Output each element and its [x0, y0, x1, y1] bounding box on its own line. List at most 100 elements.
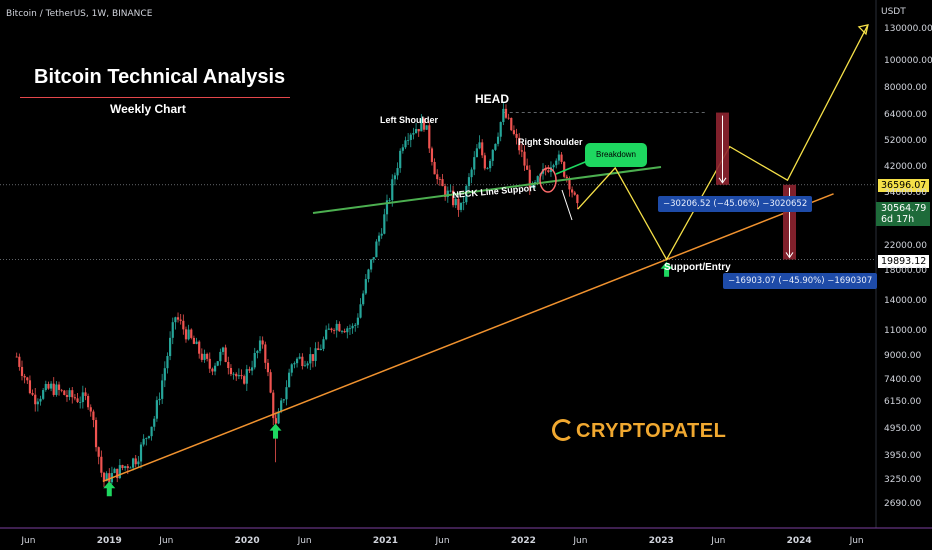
- candle-body: [449, 190, 452, 192]
- neck-line: [312, 166, 662, 214]
- candle-body: [354, 324, 357, 326]
- candle-body: [528, 169, 531, 188]
- candle-body: [73, 397, 76, 399]
- candle-body: [258, 340, 262, 351]
- candle-body: [39, 398, 42, 402]
- candle-body: [224, 347, 227, 362]
- candle-body: [20, 366, 24, 376]
- candle-body: [496, 136, 500, 144]
- candle-body: [531, 183, 534, 188]
- candle-body: [433, 161, 436, 175]
- entry-arrow-icon: [660, 261, 673, 277]
- candle-body: [145, 438, 148, 439]
- candle-body: [573, 192, 576, 195]
- candle-body: [208, 358, 211, 369]
- candle-body: [240, 375, 243, 377]
- candle-body: [269, 372, 272, 393]
- breakdown-circle: [539, 167, 557, 193]
- candle-body: [243, 376, 246, 384]
- candle-body: [139, 444, 143, 462]
- price-tick-label: 14000.00: [884, 296, 927, 307]
- candle-body: [319, 348, 322, 350]
- candle-body: [356, 317, 359, 325]
- candle-body: [155, 400, 158, 419]
- candle-body: [507, 117, 510, 119]
- candle-body: [396, 168, 399, 176]
- measure-label-second: −16903.07 (−45.90%) −1690307: [723, 273, 878, 289]
- candle-body: [87, 395, 90, 408]
- candle-body: [399, 150, 402, 169]
- candle-body: [126, 466, 129, 469]
- candle-body: [171, 322, 174, 338]
- candle-body: [523, 151, 526, 166]
- candle-body: [412, 133, 415, 135]
- time-tick-label: 2020: [234, 536, 260, 546]
- breakdown-arrow: [561, 189, 573, 221]
- candle-body: [84, 392, 87, 396]
- price-tick-label: 34000.00: [884, 187, 927, 198]
- price-tick-label: 100000.00: [884, 55, 932, 66]
- candle-body: [306, 363, 309, 366]
- candle-body: [504, 108, 508, 118]
- candle-body: [49, 383, 53, 389]
- candle-body: [158, 398, 161, 401]
- candle-body: [23, 375, 26, 378]
- price-tick-label: 11000.00: [884, 326, 927, 337]
- candle-body: [192, 337, 196, 344]
- price-tick-label: 4950.00: [884, 423, 922, 434]
- candle-body: [438, 179, 441, 180]
- candle-body: [404, 140, 407, 148]
- time-tick-label: Jun: [849, 536, 864, 546]
- time-tick-label: Jun: [573, 536, 588, 546]
- candle-body: [174, 317, 177, 323]
- left-shoulder-label: Left Shoulder: [380, 115, 438, 125]
- candle-body: [147, 436, 151, 439]
- candle-body: [18, 356, 21, 367]
- candle-body: [407, 140, 410, 141]
- price-tick-label: 42000.00: [884, 161, 927, 172]
- candle-body: [71, 390, 74, 398]
- candle-body: [346, 328, 349, 333]
- candle-body: [282, 399, 285, 401]
- candle-body: [266, 362, 270, 373]
- candle-body: [536, 176, 539, 183]
- candle-body: [179, 319, 182, 321]
- candle-body: [576, 194, 579, 204]
- candle-body: [68, 390, 71, 397]
- candle-body: [277, 411, 280, 424]
- candle-body: [383, 214, 386, 234]
- candle-body: [272, 392, 275, 419]
- candle-body: [94, 420, 98, 448]
- symbol-line: Bitcoin / TetherUS, 1W, BINANCE: [6, 9, 153, 19]
- candle-body: [150, 426, 153, 437]
- currency-label: USDT: [881, 7, 906, 17]
- candle-body: [44, 383, 47, 391]
- logo-mark-icon: [552, 419, 574, 441]
- candle-body: [375, 241, 378, 258]
- candle-body: [137, 461, 140, 465]
- candle-body: [322, 339, 325, 349]
- candle-body: [372, 257, 375, 260]
- candle-body: [454, 198, 457, 206]
- time-tick-label: Jun: [297, 536, 312, 546]
- candle-body: [494, 143, 497, 150]
- price-tick-label: 2690.00: [884, 498, 922, 509]
- candle-body: [298, 356, 301, 359]
- candle-body: [367, 269, 370, 280]
- candle-body: [332, 330, 336, 331]
- price-tick-label: 9000.00: [884, 350, 922, 361]
- candle-body: [327, 328, 330, 330]
- candle-body: [414, 129, 418, 134]
- candle-body: [547, 170, 550, 172]
- chart-subtitle: Weekly Chart: [110, 102, 186, 116]
- logo-text: CRYPTOPATEL: [576, 420, 727, 442]
- candle-body: [436, 174, 439, 180]
- measure-label-first: −30206.52 (−45.06%) −3020652: [658, 196, 813, 212]
- candle-body: [237, 375, 240, 377]
- candle-body: [512, 130, 516, 134]
- time-tick-label: 2023: [648, 536, 674, 546]
- candle-body: [36, 401, 39, 405]
- candle-body: [248, 369, 251, 371]
- price-tick-label: 80000.00: [884, 82, 927, 93]
